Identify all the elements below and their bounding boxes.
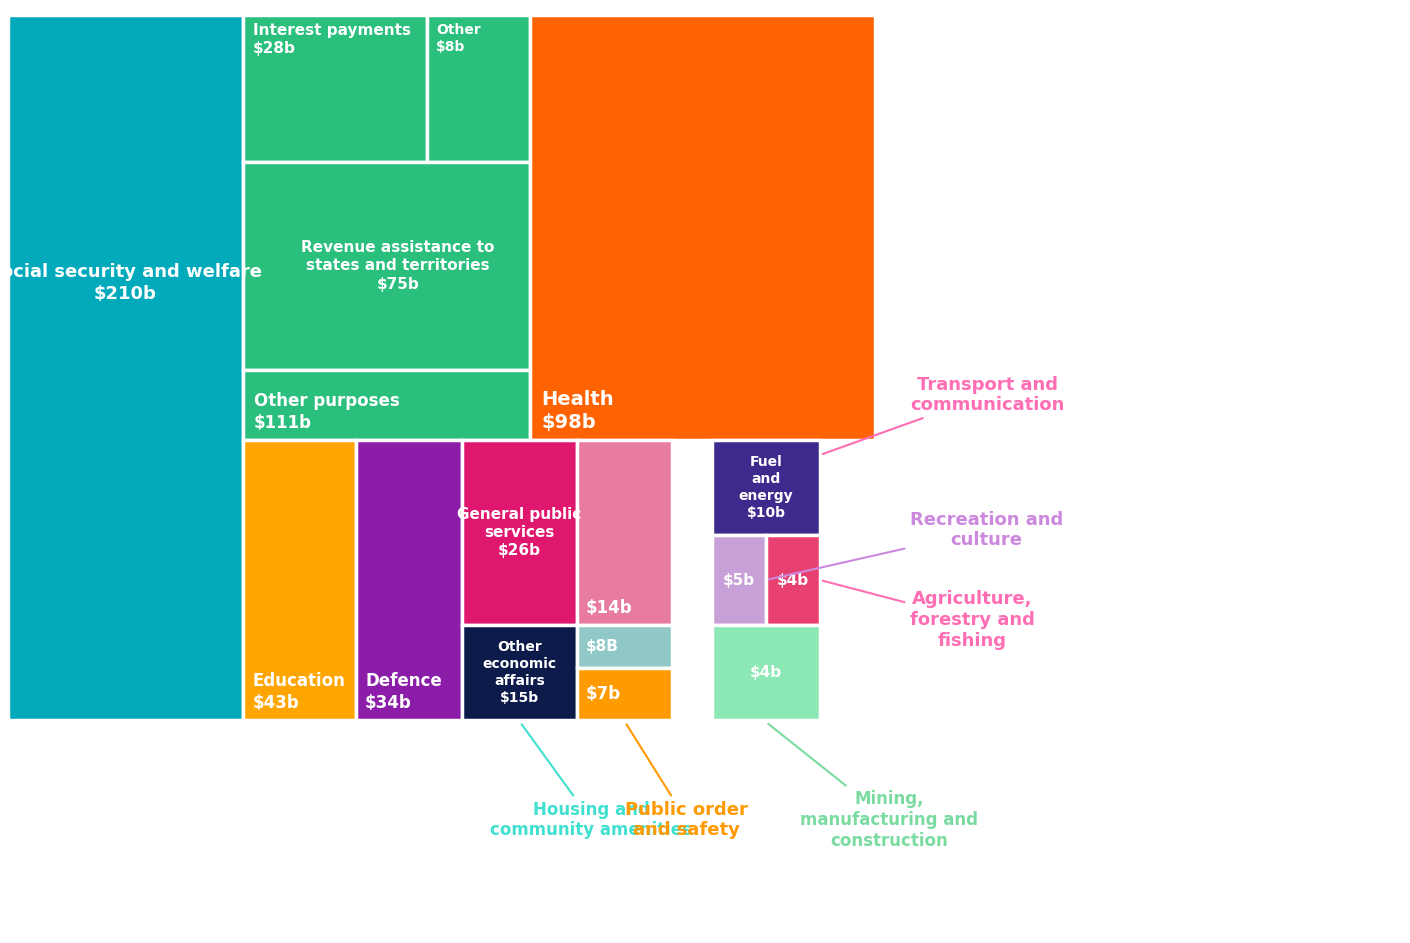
- Text: Health
$98b: Health $98b: [541, 390, 615, 432]
- Bar: [530, 15, 876, 440]
- Text: Other
economic
affairs
$15b: Other economic affairs $15b: [482, 640, 557, 704]
- Text: General public
services
$26b: General public services $26b: [457, 507, 582, 558]
- Bar: [712, 440, 821, 535]
- Text: Agriculture,
forestry and
fishing: Agriculture, forestry and fishing: [822, 581, 1035, 650]
- Text: Mining,
manufacturing and
construction: Mining, manufacturing and construction: [768, 723, 979, 850]
- Text: $7b: $7b: [587, 685, 620, 703]
- Text: Transport and
communication: Transport and communication: [822, 375, 1065, 455]
- Text: Other
$8b: Other $8b: [436, 23, 481, 54]
- Bar: [462, 440, 577, 625]
- Bar: [243, 440, 355, 720]
- Bar: [766, 535, 821, 625]
- Text: Public order
and safety: Public order and safety: [625, 724, 747, 839]
- Text: $5b: $5b: [723, 572, 756, 587]
- Text: Fuel
and
energy
$10b: Fuel and energy $10b: [739, 455, 794, 520]
- Bar: [8, 15, 243, 720]
- Text: Education
$43b: Education $43b: [252, 672, 345, 712]
- Text: $14b: $14b: [587, 599, 633, 617]
- Bar: [243, 162, 530, 370]
- Bar: [462, 625, 577, 720]
- Text: Recreation and
culture: Recreation and culture: [768, 510, 1063, 579]
- Bar: [577, 440, 673, 625]
- Text: $4b: $4b: [777, 572, 809, 587]
- Text: $8B: $8B: [587, 639, 619, 654]
- Text: Defence
$34b: Defence $34b: [365, 672, 441, 712]
- Text: Housing and
community amenities: Housing and community amenities: [491, 724, 692, 839]
- Bar: [427, 15, 530, 162]
- Text: Interest payments
$28b: Interest payments $28b: [252, 23, 410, 56]
- Bar: [577, 668, 673, 720]
- Bar: [577, 625, 673, 668]
- Text: Social security and welfare
$210b: Social security and welfare $210b: [0, 263, 262, 303]
- Bar: [243, 370, 530, 440]
- Bar: [355, 440, 462, 720]
- Bar: [712, 535, 766, 625]
- Text: $4b: $4b: [750, 665, 783, 680]
- Text: Revenue assistance to
states and territories
$75b: Revenue assistance to states and territo…: [302, 240, 495, 291]
- Bar: [243, 15, 427, 162]
- Text: Other purposes
$111b: Other purposes $111b: [254, 392, 399, 432]
- Bar: [712, 625, 821, 720]
